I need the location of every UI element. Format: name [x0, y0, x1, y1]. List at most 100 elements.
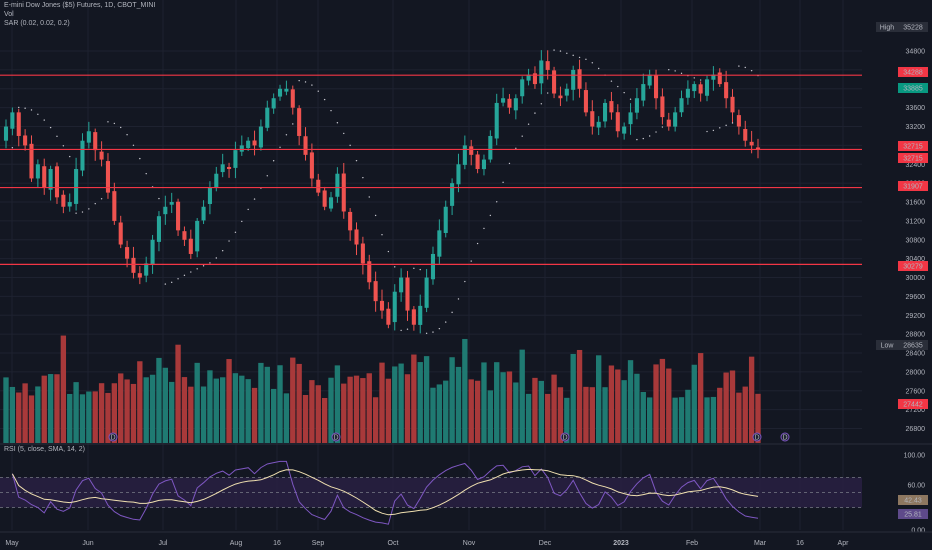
volume-bar: [704, 397, 710, 443]
candle-body: [558, 95, 563, 99]
sar-dot: [164, 283, 167, 285]
volume-bar: [487, 390, 494, 443]
event-marker-label: D: [110, 435, 115, 442]
sar-dot: [349, 144, 351, 147]
candle-body: [42, 166, 47, 188]
candle-body: [711, 74, 716, 80]
candle-body: [316, 179, 321, 193]
candle-body: [456, 164, 461, 185]
candle-body: [112, 191, 117, 221]
volume-bar: [736, 392, 742, 443]
volume-bar: [270, 388, 277, 443]
volume-bar: [481, 362, 487, 443]
candle-body: [622, 126, 627, 134]
sar-dot: [578, 56, 581, 59]
sar-dot: [585, 58, 587, 61]
sar-dot: [617, 85, 619, 88]
candle-body: [373, 281, 378, 302]
sar-dot: [534, 112, 536, 114]
sar-dot: [285, 134, 288, 136]
volume-bar: [239, 375, 245, 443]
sar-dot: [636, 138, 638, 141]
volume-bar: [436, 384, 443, 443]
candle-body: [615, 112, 620, 132]
candle-body: [233, 150, 238, 168]
time-axis-tick: Sep: [312, 540, 325, 547]
rsi-line: [11, 460, 759, 525]
sar-dot: [126, 134, 128, 136]
candle-body: [450, 183, 455, 206]
sar-dot: [62, 145, 65, 147]
sar-dot: [355, 159, 358, 162]
sar-dot: [540, 103, 543, 105]
volume-bar: [372, 397, 379, 443]
sar-dot: [693, 77, 695, 79]
price-axis-tick: 29600: [906, 294, 926, 301]
sar-dot: [591, 62, 594, 64]
sar-dot: [215, 257, 218, 259]
sar-dot: [425, 332, 428, 335]
volume-bar: [602, 387, 608, 443]
candle-body: [163, 206, 168, 215]
volume-bar: [124, 379, 130, 443]
sar-dot: [170, 281, 173, 284]
candle-body: [628, 112, 633, 125]
candle-body: [271, 98, 276, 109]
sar-dot: [661, 126, 664, 128]
sar-dot: [241, 220, 243, 223]
rsi-legend: RSI (5, close, SMA, 14, 2): [4, 446, 85, 453]
sar-dot: [413, 267, 415, 270]
volume-bar: [22, 383, 28, 443]
candle-body: [182, 231, 187, 240]
volume-bar: [385, 378, 392, 443]
candle-body: [583, 90, 588, 113]
candle-body: [685, 88, 690, 98]
volume-bar: [653, 364, 659, 443]
price-tag-value: 30279: [903, 264, 923, 271]
volume-bar: [494, 362, 500, 443]
volume-bar: [615, 369, 621, 443]
sar-dot: [56, 135, 58, 138]
price-axis-tick: 31600: [906, 200, 926, 207]
sar-dot: [221, 250, 224, 252]
candle-body: [724, 82, 729, 99]
price-axis-tick: 30400: [906, 256, 926, 263]
sar-dot: [719, 127, 721, 129]
candle-body: [335, 173, 340, 197]
candle-body: [603, 102, 608, 122]
time-axis-tick: Jul: [159, 540, 168, 547]
price-tag-value: 35228: [903, 25, 923, 32]
candle-body: [405, 277, 410, 311]
candle-body: [214, 173, 219, 188]
volume-bar: [449, 357, 455, 443]
candle-body: [328, 197, 334, 209]
volume-bar: [404, 374, 411, 443]
volume-bar: [328, 377, 334, 443]
volume-bar: [213, 378, 219, 443]
candle-body: [399, 277, 404, 293]
candle-body: [80, 140, 85, 171]
candle-body: [156, 216, 161, 242]
sar-dot: [738, 65, 740, 67]
sar-dot: [323, 98, 326, 101]
candle-body: [284, 88, 289, 92]
time-axis-tick: May: [5, 540, 19, 547]
volume-bar: [474, 380, 481, 443]
sar-dot: [75, 212, 77, 214]
volume-bar: [181, 377, 188, 443]
volume-bar: [742, 386, 748, 443]
sar-dot: [470, 260, 472, 262]
volume-bar: [41, 375, 47, 443]
time-axis-tick: 16: [796, 540, 804, 547]
candle-body: [67, 202, 72, 207]
volume-bar: [188, 386, 194, 443]
candle-body: [660, 96, 665, 118]
price-tag: [898, 340, 928, 350]
volume-bar: [423, 356, 430, 443]
volume-bar: [443, 380, 449, 443]
volume-bar: [392, 366, 398, 443]
sar-dot: [553, 49, 555, 51]
event-marker-label: D: [333, 435, 338, 442]
rsi-tag-value: 42.43: [904, 498, 922, 505]
